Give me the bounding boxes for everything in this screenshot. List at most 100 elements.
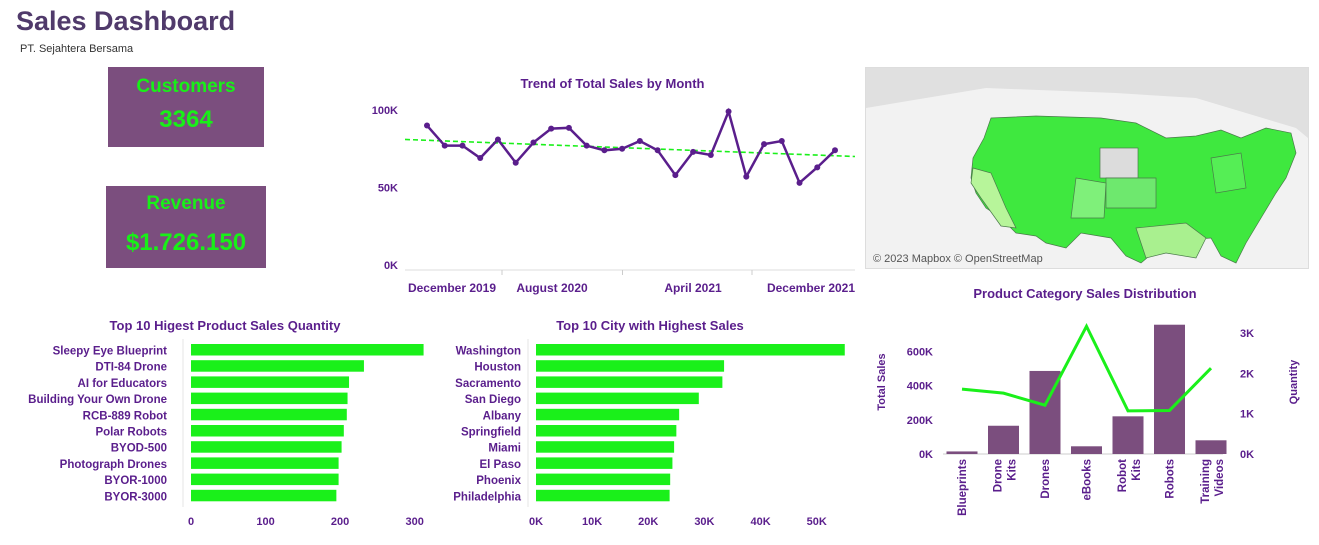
trend-point (530, 139, 537, 146)
product-category-label: DTI-84 Drone (95, 362, 167, 374)
city-bar (536, 392, 699, 405)
product-category-label: AI for Educators (78, 378, 167, 390)
page-subtitle: PT. Sejahtera Bersama (20, 43, 134, 55)
product-category-label: Photograph Drones (60, 459, 167, 471)
city-sales-chart: Washington Houston Sacramento San Diego Alba… (453, 339, 845, 528)
trend-x-tick: December 2021 (767, 281, 855, 295)
trend-point (725, 108, 732, 115)
trend-point (512, 159, 519, 166)
city-category-label: Miami (488, 443, 521, 455)
product-category-label: RCB-889 Robot (83, 410, 168, 422)
product-bar (191, 376, 350, 388)
category-x-tick-line: Videos (1214, 459, 1226, 497)
category-bar (988, 425, 1019, 454)
category-bar (1071, 446, 1102, 454)
customers-value: 3364 (159, 106, 213, 133)
colorado-region[interactable] (1105, 177, 1157, 209)
product-category-label: BYOR-1000 (104, 475, 167, 487)
trend-y-tick: 100K (372, 105, 398, 117)
category-chart-title: Product Category Sales Distribution (973, 286, 1197, 301)
texas-region[interactable] (1135, 222, 1207, 259)
product-qty-title: Top 10 Higest Product Sales Quantity (109, 318, 341, 333)
category-x-tick: Blueprints (957, 459, 969, 516)
trend-x-tick: April 2021 (664, 281, 722, 295)
city-bar (536, 425, 677, 437)
trend-chart: 100K 50K 0K December 2019 August 2020 April 2… (372, 105, 856, 295)
city-category-label: Washington (456, 346, 521, 358)
category-x-tick-line: Robots (1165, 459, 1177, 499)
product-bar (191, 344, 424, 356)
trend-point (778, 138, 785, 144)
product-category-label: Building Your Own Drone (28, 394, 167, 406)
category-x-tick-line: Drones (1040, 459, 1052, 499)
city-x-tick: 0K (529, 516, 543, 528)
trend-point (690, 148, 697, 155)
category-bar (1195, 440, 1227, 454)
city-x-tick: 20K (638, 516, 658, 528)
customers-label: Customers (136, 76, 236, 97)
category-x-tick: Training Videos (1200, 459, 1226, 504)
category-y2-label: Quantity (1288, 359, 1300, 404)
trend-chart-title: Trend of Total Sales by Month (520, 76, 705, 91)
city-category-label: San Diego (465, 394, 521, 406)
map-credit: © 2023 Mapbox © OpenStreetMap (873, 253, 1043, 265)
category-sales-chart: 600K 400K 200K 0K 3K 2K 1K 0K Total Sales Quantit… (876, 322, 1300, 516)
category-x-tick-line: Kits (1007, 459, 1019, 481)
category-bar (946, 451, 978, 454)
trend-point (441, 142, 448, 149)
city-x-tick: 50K (807, 516, 827, 528)
trend-point (636, 138, 643, 144)
category-y2-tick: 1K (1240, 409, 1254, 421)
trend-point (796, 179, 803, 186)
city-x-tick: 10K (582, 516, 602, 528)
city-category-label: Albany (483, 410, 522, 422)
city-category-label: Phoenix (476, 475, 521, 487)
sales-map[interactable]: © 2023 Mapbox © OpenStreetMap (865, 67, 1309, 269)
city-bar (536, 344, 845, 356)
category-x-tick-line: Drone (993, 459, 1005, 492)
trend-point (424, 122, 430, 129)
trend-point (743, 173, 750, 180)
category-quantity-line (961, 322, 1213, 413)
city-sales-title: Top 10 City with Highest Sales (556, 318, 744, 333)
product-x-tick: 0 (188, 516, 194, 528)
category-x-tick-line: Robot (1117, 459, 1129, 492)
city-category-label: Houston (474, 362, 521, 374)
product-qty-chart: Sleepy Eye Blueprint DTI-84 Drone AI for E… (28, 339, 424, 528)
trend-point (619, 145, 626, 152)
trend-point (494, 136, 501, 143)
city-bar (536, 360, 725, 372)
category-x-tick: Drones (1040, 459, 1052, 499)
category-x-tick: Robots (1165, 459, 1177, 499)
revenue-card: Revenue $1.726.150 (106, 186, 266, 268)
product-bar (191, 489, 337, 502)
customers-card: Customers 3364 (108, 67, 264, 147)
category-y-tick: 600K (907, 346, 933, 358)
page-title: Sales Dashboard (16, 6, 236, 36)
trend-point (814, 164, 821, 171)
wyoming-region[interactable] (1099, 147, 1139, 179)
city-category-label: Philadelphia (453, 491, 521, 503)
trend-y-tick: 50K (378, 183, 398, 195)
california-region[interactable] (970, 167, 1017, 229)
trend-x-tick: December 2019 (408, 281, 496, 295)
trend-series-line (426, 107, 836, 185)
trend-point (477, 155, 484, 162)
city-bar (536, 408, 680, 421)
category-y-tick: 200K (907, 415, 933, 427)
trend-x-tick: August 2020 (516, 281, 588, 295)
revenue-label: Revenue (146, 193, 226, 214)
midwest-region[interactable] (1210, 152, 1247, 194)
utah-region[interactable] (1070, 177, 1107, 219)
product-x-tick: 300 (405, 516, 423, 528)
product-category-label: BYOR-3000 (104, 491, 167, 503)
category-x-tick: Robot Kits (1117, 459, 1143, 492)
product-x-tick: 200 (331, 516, 349, 528)
trend-point (832, 147, 838, 154)
product-x-tick: 100 (256, 516, 274, 528)
category-x-tick-line: eBooks (1082, 459, 1094, 501)
product-bar (191, 457, 339, 469)
category-y2-tick: 2K (1240, 368, 1254, 380)
trend-point (654, 147, 661, 154)
category-x-tick: eBooks (1082, 459, 1094, 501)
